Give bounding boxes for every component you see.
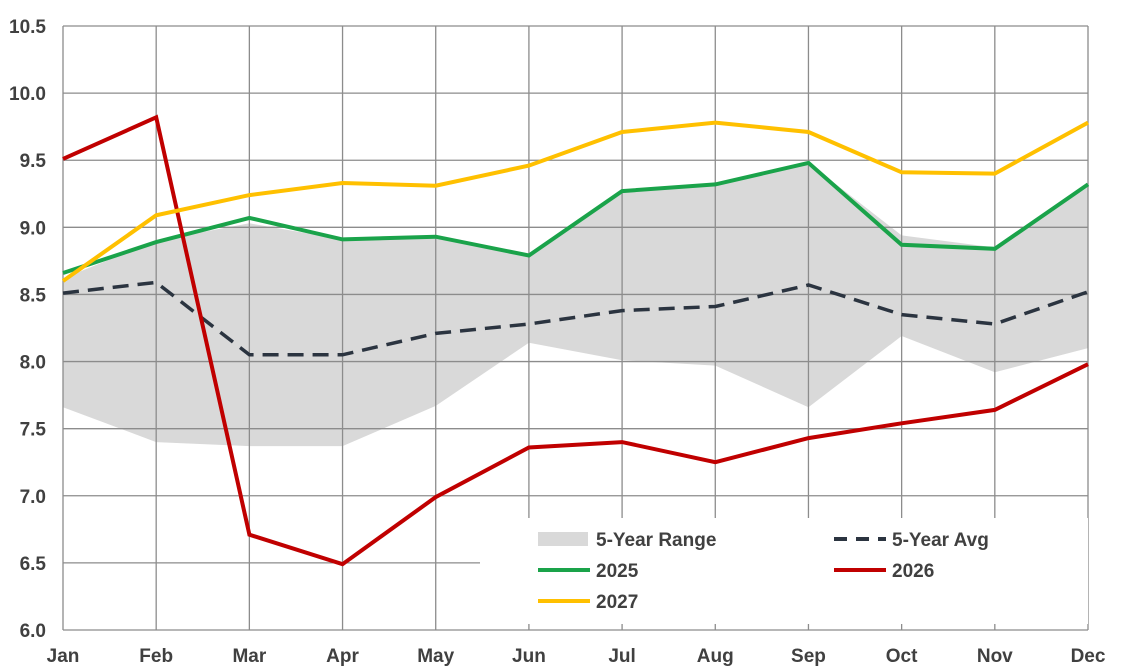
x-tick-label: Jul	[608, 646, 635, 667]
legend-label: 2025	[596, 561, 639, 582]
series-line-3	[61, 120, 1089, 283]
x-tick-label: Mar	[232, 646, 266, 667]
x-tick-label: Apr	[326, 646, 359, 667]
x-tick-label: Jan	[47, 646, 80, 667]
x-tick-label: Feb	[139, 646, 173, 667]
y-tick-label: 8.0	[20, 353, 46, 374]
series-layer	[61, 114, 1090, 567]
y-tick-label: 9.5	[20, 151, 47, 172]
five-year-range-layer	[63, 162, 1088, 447]
legend-swatch-range	[538, 532, 588, 546]
x-tick-label: Dec	[1071, 646, 1106, 667]
tick-labels: 6.0 6.5 7.0 7.5 8.0 8.5 9.0 9.5 10.0 10.5 Jan Feb Ma…	[9, 17, 1106, 667]
x-tick-label: Oct	[886, 646, 918, 667]
x-tick-label: Jun	[512, 646, 546, 667]
y-tick-label: 9.0	[20, 218, 46, 239]
legend: 5-Year Range 5-Year Avg 2025 2026 2027	[480, 518, 1088, 624]
series-line-1	[62, 160, 1090, 275]
y-tick-label: 8.5	[20, 285, 47, 306]
five-year-range-band	[63, 162, 1088, 447]
y-tick-label: 6.5	[20, 554, 47, 575]
y-tick-label: 10.5	[9, 17, 46, 38]
x-tick-label: Nov	[977, 646, 1013, 667]
y-tick-label: 7.5	[20, 420, 47, 441]
legend-label: 2027	[596, 592, 638, 613]
x-tick-label: Aug	[697, 646, 734, 667]
y-tick-label: 7.0	[20, 487, 46, 508]
legend-label: 2026	[892, 561, 934, 582]
legend-label: 5-Year Avg	[892, 530, 989, 551]
legend-label: 5-Year Range	[596, 530, 716, 551]
x-tick-label: Sep	[791, 646, 826, 667]
series-line-2	[62, 114, 1089, 567]
y-tick-label: 6.0	[20, 621, 46, 642]
y-tick-label: 10.0	[9, 84, 46, 105]
series-line-0	[62, 280, 1089, 357]
x-tick-label: May	[417, 646, 454, 667]
